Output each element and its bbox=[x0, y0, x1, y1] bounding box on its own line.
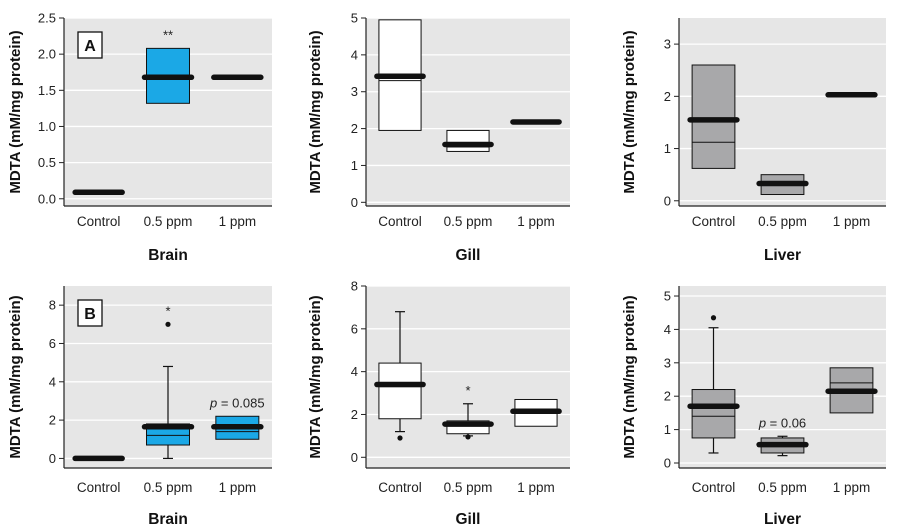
box-control bbox=[374, 311, 426, 441]
panel-label-box bbox=[77, 299, 103, 327]
box-iqr bbox=[691, 389, 736, 439]
y-axis-label: MDTA (mM/mg protein) bbox=[7, 295, 24, 458]
y-axis-label: MDTA (mM/mg protein) bbox=[621, 30, 638, 193]
y-tick-label: 0 bbox=[351, 450, 358, 465]
x-category-label: Control bbox=[692, 480, 736, 495]
x-axis-title: Liver bbox=[764, 247, 801, 264]
y-axis-label: MDTA (mM/mg protein) bbox=[7, 30, 24, 193]
box-0-5-ppm bbox=[756, 174, 809, 196]
box-1-ppm bbox=[825, 367, 878, 414]
y-tick-label: 1.5 bbox=[38, 83, 56, 98]
x-axis-title: Liver bbox=[764, 511, 801, 528]
x-category-label: 1 ppm bbox=[517, 214, 555, 229]
x-category-label: 0.5 ppm bbox=[444, 214, 493, 229]
chart-panel-2: 0 1 2 3 4 5 Control 0.5 ppm 1 ppm MDTA (mM/mg pro… bbox=[307, 11, 570, 264]
y-tick-label: 4 bbox=[351, 47, 358, 62]
y-tick-label: 0 bbox=[49, 451, 56, 466]
y-tick-label: 5 bbox=[664, 289, 671, 304]
y-tick-label: 3 bbox=[664, 37, 671, 52]
panel-label: A bbox=[84, 38, 96, 55]
y-tick-label: 2 bbox=[664, 389, 671, 404]
x-category-label: 0.5 ppm bbox=[758, 214, 807, 229]
box-control bbox=[687, 64, 740, 169]
chart-panel-3: 0 1 2 3 Control 0.5 ppm 1 ppm MDTA (mM/mg prote… bbox=[621, 18, 886, 264]
box-0-5-ppm: * bbox=[442, 383, 494, 440]
x-category-label: 1 ppm bbox=[833, 214, 871, 229]
box-0-5-ppm: * bbox=[141, 303, 195, 460]
y-axis-label: MDTA (mM/mg protein) bbox=[307, 295, 324, 458]
y-tick-label: 4 bbox=[49, 374, 56, 389]
box-iqr bbox=[446, 129, 490, 152]
box-0-5-ppm bbox=[442, 129, 494, 152]
x-category-label: 0.5 ppm bbox=[444, 480, 493, 495]
y-tick-label: 0 bbox=[351, 195, 358, 210]
box-1-ppm bbox=[510, 398, 562, 427]
y-tick-label: 2 bbox=[664, 89, 671, 104]
x-category-label: Control bbox=[692, 214, 736, 229]
significance-annotation: * bbox=[465, 383, 470, 398]
x-category-label: 1 ppm bbox=[219, 214, 257, 229]
significance-annotation: * bbox=[165, 303, 170, 318]
y-axis-label: MDTA (mM/mg protein) bbox=[621, 295, 638, 458]
y-tick-label: 4 bbox=[664, 322, 671, 337]
box-1-ppm: p = 0.085 bbox=[209, 395, 265, 440]
x-category-label: 0.5 ppm bbox=[758, 480, 807, 495]
y-tick-label: 0 bbox=[664, 193, 671, 208]
y-tick-label: 0.5 bbox=[38, 155, 56, 170]
x-category-label: Control bbox=[378, 214, 422, 229]
y-tick-label: 1 bbox=[664, 422, 671, 437]
x-axis-title: Brain bbox=[148, 511, 188, 528]
x-category-label: Control bbox=[378, 480, 422, 495]
significance-annotation: p = 0.06 bbox=[758, 415, 806, 430]
x-category-label: 1 ppm bbox=[219, 480, 257, 495]
x-category-label: 0.5 ppm bbox=[144, 480, 193, 495]
y-tick-label: 4 bbox=[351, 364, 358, 379]
y-tick-label: 2 bbox=[351, 121, 358, 136]
chart-panel-4: 0 2 4 6 8 Control * 0.5 ppm p = 0.085 1 ppm B MDTA … bbox=[7, 286, 272, 528]
chart-panel-6: 0 1 2 3 4 5 Control p = 0.06 0.5 ppm 1 ppm MDTA (m… bbox=[621, 286, 886, 528]
y-tick-label: 1 bbox=[664, 141, 671, 156]
outlier-point bbox=[397, 435, 403, 441]
y-tick-label: 6 bbox=[351, 321, 358, 336]
y-tick-label: 3 bbox=[351, 84, 358, 99]
x-category-label: 0.5 ppm bbox=[144, 214, 193, 229]
y-tick-label: 8 bbox=[351, 279, 358, 294]
x-category-label: 1 ppm bbox=[833, 480, 871, 495]
box-0-5-ppm: ** bbox=[141, 27, 195, 104]
box-0-5-ppm: p = 0.06 bbox=[756, 415, 809, 457]
y-tick-label: 2 bbox=[351, 407, 358, 422]
box-iqr bbox=[691, 64, 736, 169]
y-tick-label: 1 bbox=[351, 158, 358, 173]
y-tick-label: 2 bbox=[49, 413, 56, 428]
y-tick-label: 6 bbox=[49, 336, 56, 351]
y-tick-label: 5 bbox=[351, 11, 358, 26]
y-axis-label: MDTA (mM/mg protein) bbox=[307, 30, 324, 193]
panel-label-box bbox=[77, 31, 103, 59]
y-tick-label: 1.0 bbox=[38, 119, 56, 134]
y-tick-label: 8 bbox=[49, 298, 56, 313]
box-control bbox=[374, 19, 426, 131]
y-tick-label: 0.0 bbox=[38, 191, 56, 206]
y-tick-label: 2.0 bbox=[38, 47, 56, 62]
x-category-label: Control bbox=[77, 214, 121, 229]
x-axis-title: Brain bbox=[148, 247, 188, 264]
y-tick-label: 2.5 bbox=[38, 11, 56, 26]
chart-panel-5: 0 2 4 6 8 Control * 0.5 ppm 1 ppm MDTA (mM/mg pro… bbox=[307, 279, 570, 528]
chart-panel-1: 0.0 0.5 1.0 1.5 2.0 2.5 Control ** 0.5 ppm 1 ppm A… bbox=[7, 11, 272, 264]
box-control bbox=[687, 315, 740, 454]
panel-label: B bbox=[84, 306, 96, 323]
x-category-label: Control bbox=[77, 480, 121, 495]
y-tick-label: 0 bbox=[664, 455, 671, 470]
y-tick-label: 3 bbox=[664, 355, 671, 370]
x-category-label: 1 ppm bbox=[517, 480, 555, 495]
significance-annotation: ** bbox=[163, 27, 173, 42]
box-iqr bbox=[378, 362, 422, 420]
outlier-point bbox=[165, 321, 171, 327]
x-axis-title: Gill bbox=[456, 247, 481, 264]
outlier-point bbox=[710, 315, 717, 321]
outlier-point bbox=[465, 434, 471, 440]
x-axis-title: Gill bbox=[456, 511, 481, 528]
significance-annotation: p = 0.085 bbox=[209, 395, 265, 410]
